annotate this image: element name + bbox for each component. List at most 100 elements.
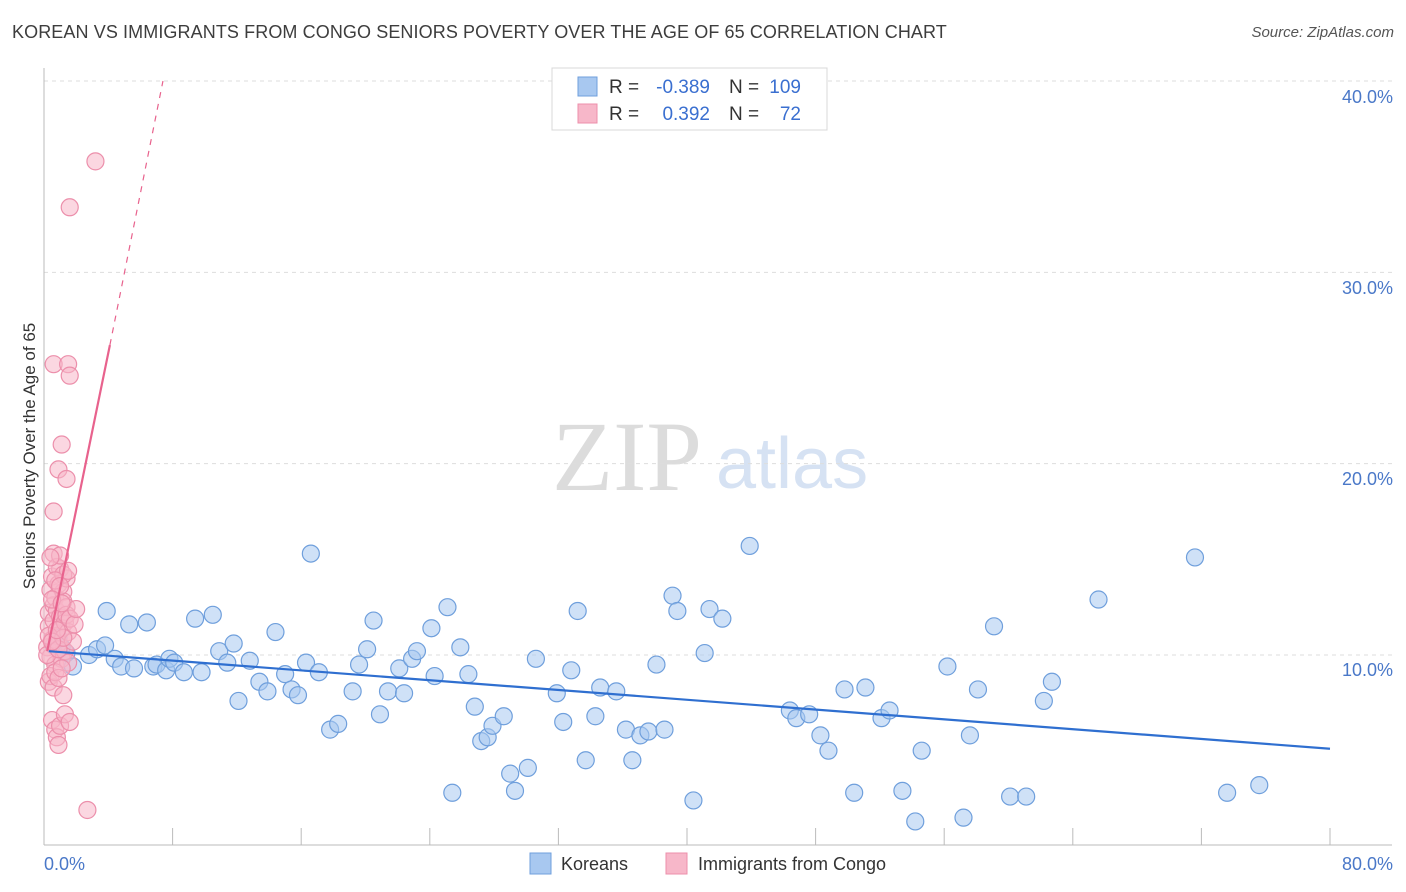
koreans-point-99 bbox=[954, 808, 973, 827]
watermark-zip: ZIP bbox=[552, 401, 702, 512]
koreans-point-105 bbox=[1034, 691, 1053, 711]
koreans-point-88 bbox=[811, 726, 830, 745]
congo-point-46 bbox=[41, 548, 60, 567]
koreans-point-20 bbox=[186, 609, 205, 628]
koreans-point-25 bbox=[224, 634, 243, 653]
bottom-legend-label-koreans: Koreans bbox=[561, 854, 628, 874]
koreans-point-41 bbox=[358, 640, 377, 659]
koreans-point-26 bbox=[229, 691, 248, 711]
legend-n-value-2: 72 bbox=[780, 104, 801, 125]
koreans-point-63 bbox=[526, 649, 545, 668]
stats-legend-box bbox=[551, 67, 828, 131]
watermark: ZIP atlas bbox=[552, 401, 868, 512]
congo-point-33 bbox=[54, 686, 73, 705]
series-legend: Koreans Immigrants from Congo bbox=[529, 852, 886, 875]
koreans-point-48 bbox=[407, 642, 427, 661]
legend-swatch-congo bbox=[577, 103, 598, 124]
legend-n-value-1: 109 bbox=[769, 77, 801, 98]
legend-swatch-koreans bbox=[577, 76, 598, 97]
y-tick-label-10: 10.0% bbox=[1342, 660, 1393, 680]
koreans-point-27 bbox=[240, 651, 259, 670]
koreans-point-96 bbox=[906, 812, 925, 831]
congo-point-49 bbox=[44, 502, 63, 521]
y-tick-label-30: 30.0% bbox=[1342, 278, 1393, 298]
legend-r-value-1: -0.389 bbox=[656, 77, 710, 98]
koreans-point-90 bbox=[835, 680, 854, 699]
koreans-point-81 bbox=[695, 643, 714, 663]
koreans-point-77 bbox=[655, 720, 674, 739]
koreans-point-55 bbox=[465, 697, 484, 716]
koreans-point-39 bbox=[343, 682, 362, 701]
koreans-point-8 bbox=[97, 601, 116, 621]
koreans-point-91 bbox=[845, 783, 864, 802]
legend-r-label-1: R = bbox=[609, 77, 639, 98]
koreans-point-29 bbox=[258, 682, 277, 701]
congo-point-56 bbox=[60, 198, 79, 217]
congo-trend-extension bbox=[109, 80, 164, 346]
series-koreans bbox=[44, 536, 1269, 831]
legend-r-label-2: R = bbox=[609, 104, 639, 125]
koreans-point-97 bbox=[912, 741, 931, 760]
koreans-point-80 bbox=[684, 791, 703, 810]
bottom-legend-label-congo: Immigrants from Congo bbox=[698, 854, 886, 874]
congo-trend-line bbox=[46, 344, 111, 652]
koreans-point-46 bbox=[394, 684, 414, 703]
koreans-point-107 bbox=[1089, 590, 1108, 609]
congo-point-55 bbox=[60, 366, 79, 385]
koreans-point-98 bbox=[938, 657, 957, 676]
gridlines bbox=[44, 80, 1392, 656]
x-ticks bbox=[43, 828, 1331, 845]
koreans-point-49 bbox=[422, 619, 441, 638]
koreans-point-95 bbox=[893, 781, 912, 800]
koreans-point-21 bbox=[192, 663, 211, 682]
koreans-point-30 bbox=[266, 622, 285, 642]
y-tick-label-20: 20.0% bbox=[1342, 469, 1393, 489]
koreans-point-24 bbox=[218, 653, 237, 672]
koreans-point-65 bbox=[554, 712, 573, 732]
koreans-point-76 bbox=[647, 655, 666, 674]
koreans-point-61 bbox=[505, 781, 525, 800]
trend-lines bbox=[46, 80, 1331, 750]
koreans-point-68 bbox=[576, 751, 595, 770]
congo-point-52 bbox=[57, 469, 76, 489]
congo-point-51 bbox=[52, 435, 71, 454]
congo-point-37 bbox=[49, 735, 68, 755]
x-tick-label-80: 80.0% bbox=[1342, 854, 1393, 874]
koreans-point-102 bbox=[984, 617, 1004, 636]
koreans-point-108 bbox=[1185, 548, 1205, 567]
koreans-point-11 bbox=[120, 615, 139, 634]
koreans-point-92 bbox=[856, 678, 875, 697]
koreans-point-52 bbox=[443, 783, 462, 802]
congo-point-57 bbox=[86, 152, 105, 171]
koreans-point-83 bbox=[713, 609, 732, 628]
koreans-point-12 bbox=[124, 659, 144, 678]
congo-point-65 bbox=[65, 615, 84, 634]
koreans-point-19 bbox=[174, 663, 193, 682]
y-tick-labels: 10.0% 20.0% 30.0% 40.0% bbox=[1342, 87, 1393, 680]
koreans-point-103 bbox=[1001, 787, 1020, 806]
congo-point-32 bbox=[52, 659, 71, 678]
koreans-point-62 bbox=[518, 758, 537, 777]
koreans-point-101 bbox=[968, 680, 988, 699]
koreans-point-84 bbox=[740, 536, 759, 556]
congo-point-58 bbox=[78, 800, 97, 820]
koreans-point-54 bbox=[459, 665, 478, 684]
koreans-point-78 bbox=[663, 586, 682, 605]
koreans-point-53 bbox=[451, 638, 470, 657]
x-tick-label-0: 0.0% bbox=[44, 854, 85, 874]
y-axis-label: Seniors Poverty Over the Age of 65 bbox=[20, 323, 39, 589]
axes bbox=[43, 68, 1392, 846]
y-tick-label-40: 40.0% bbox=[1342, 87, 1393, 107]
congo-point-40 bbox=[60, 712, 79, 732]
koreans-point-109 bbox=[1218, 783, 1237, 802]
koreans-point-64 bbox=[547, 684, 566, 703]
koreans-point-13 bbox=[137, 613, 156, 632]
koreans-point-51 bbox=[438, 598, 457, 617]
koreans-point-59 bbox=[494, 707, 513, 726]
koreans-point-73 bbox=[623, 751, 642, 770]
koreans-point-100 bbox=[960, 726, 980, 745]
koreans-point-35 bbox=[301, 544, 320, 563]
koreans-point-60 bbox=[501, 764, 520, 783]
koreans-point-67 bbox=[568, 601, 587, 621]
